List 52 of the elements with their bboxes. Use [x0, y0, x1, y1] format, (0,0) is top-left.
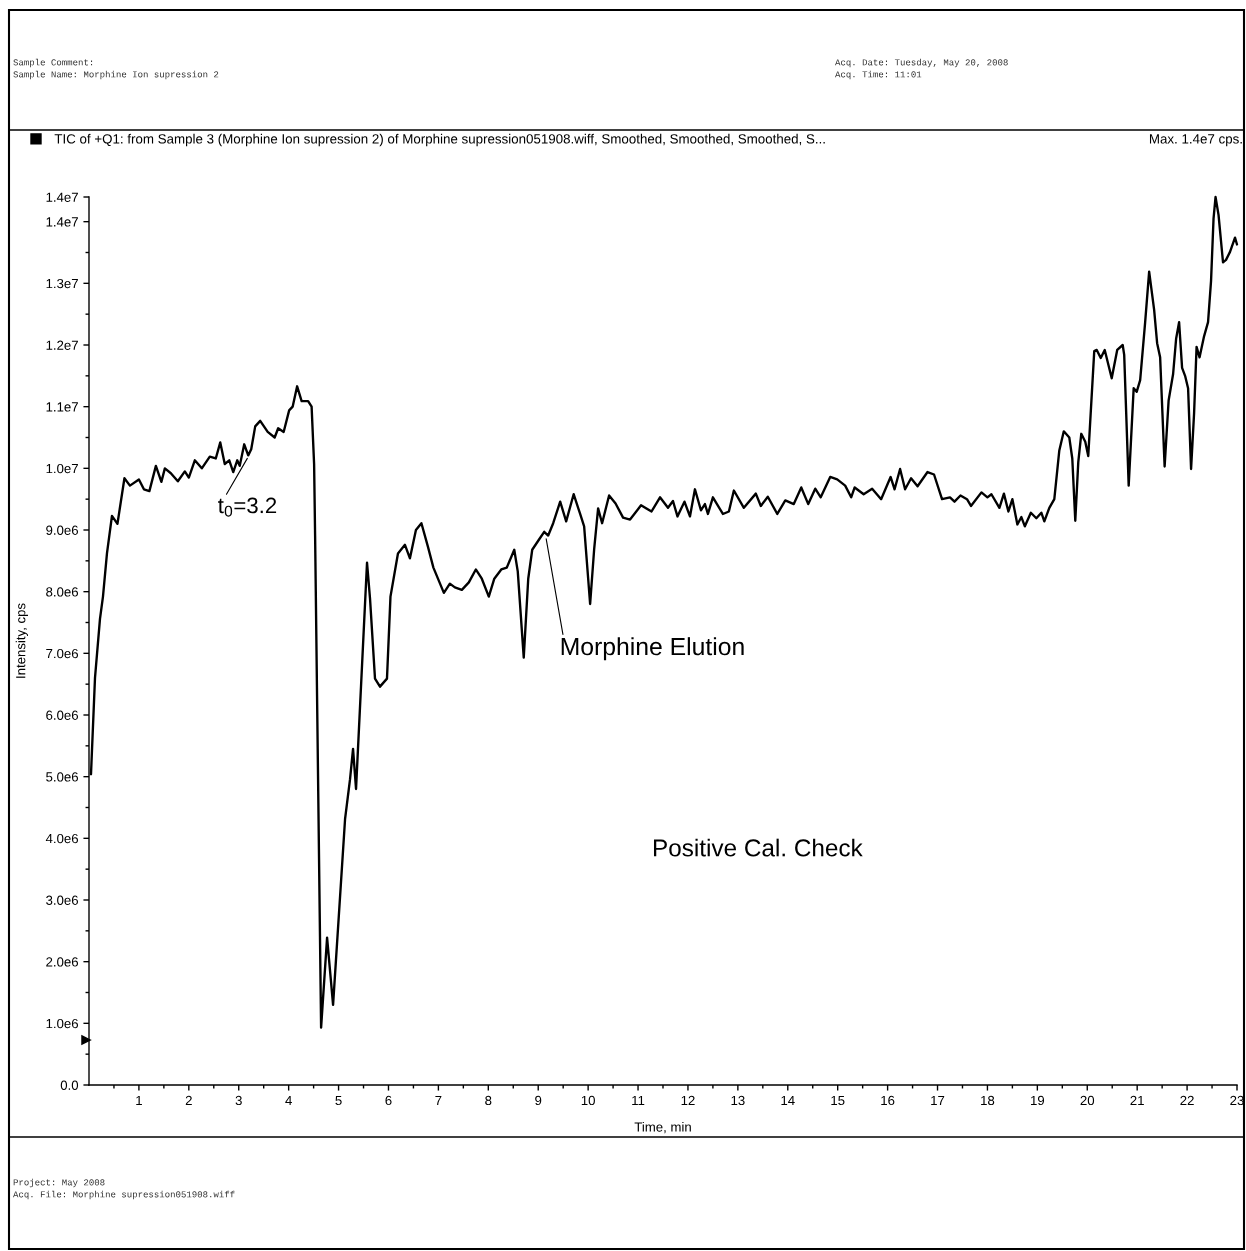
y-tick-label: 5.0e6 [46, 772, 79, 782]
x-tick-label: 23 [1230, 1095, 1244, 1106]
y-tick-label: 8.0e6 [46, 587, 79, 597]
x-tick-label: 3 [235, 1095, 242, 1106]
annotation: Morphine Elution [561, 637, 744, 661]
x-tick-label: 8 [485, 1095, 492, 1106]
annotation: Positive Cal. Check [653, 838, 863, 857]
y-tick-label: 2.0e6 [46, 957, 79, 967]
x-tick-label: 21 [1130, 1095, 1144, 1105]
y-tick-label: 9.0e6 [46, 525, 79, 535]
x-tick-label: 4 [285, 1095, 292, 1105]
y-tick-label: 6.0e6 [46, 710, 79, 720]
x-tick-label: 17 [931, 1095, 945, 1105]
text: Project: May 2008 [13, 1178, 105, 1188]
y-tick-label: 7.0e6 [46, 648, 79, 659]
x-tick-label: 16 [881, 1095, 895, 1106]
y-tick-label: 1.4e7 [46, 217, 78, 227]
x-tick-label: 13 [731, 1095, 745, 1106]
y-tick-label: 1.3e7 [46, 278, 78, 289]
x-axis-title: Time, min [634, 1122, 691, 1134]
y-axis-title: Intensity, cps [15, 603, 28, 678]
y-tick-label: 1.4e7 [46, 192, 78, 202]
annotation: t$_{0}$=3.2 [218, 497, 277, 517]
y-tick-label: 1.0e7 [46, 463, 78, 474]
y-tick-label: 4.0e6 [45, 833, 79, 844]
x-tick-label: 11 [632, 1095, 645, 1105]
y-tick-label: 0.0 [60, 1080, 79, 1090]
x-tick-label: 14 [781, 1095, 795, 1105]
x-tick-label: 18 [981, 1095, 995, 1106]
x-tick-label: 1 [136, 1095, 142, 1105]
text: Acq. File: Morphine supression051908.wiff [13, 1190, 235, 1200]
y-tick-label: 1.0e6 [46, 1018, 79, 1029]
x-tick-label: 5 [335, 1095, 342, 1106]
x-tick-label: 6 [385, 1095, 392, 1106]
x-tick-label: 19 [1031, 1095, 1045, 1106]
x-tick-label: 22 [1180, 1095, 1194, 1105]
x-tick-label: 20 [1080, 1095, 1095, 1106]
text: Sample Name: Morphine Ion supression 2 [13, 70, 219, 80]
x-tick-label: 12 [681, 1095, 695, 1105]
x-tick-label: 2 [185, 1095, 192, 1105]
text: Sample Comment: [13, 58, 93, 68]
text: Acq. Time: 11:01 [835, 70, 922, 80]
text: Acq. Date: Tuesday, May 20, 2008 [835, 58, 1008, 68]
x-tick-label: 15 [831, 1095, 845, 1106]
y-tick-label: 3.0e6 [46, 895, 79, 905]
x-tick-label: 7 [435, 1095, 442, 1105]
x-tick-label: 9 [535, 1095, 542, 1106]
x-tick-label: 10 [581, 1095, 595, 1106]
y-tick-label: 1.1e7 [46, 402, 78, 412]
text: Max. 1.4e7 cps. [1149, 134, 1242, 147]
legend-label: TIC of +Q1: from Sample 3 (Morphine Ion supression 2) of Morphine supression051908.wiff, Smoothed, Smoothed, Smoothed, S... [54, 133, 825, 147]
y-tick-label: 1.2e7 [46, 340, 78, 350]
